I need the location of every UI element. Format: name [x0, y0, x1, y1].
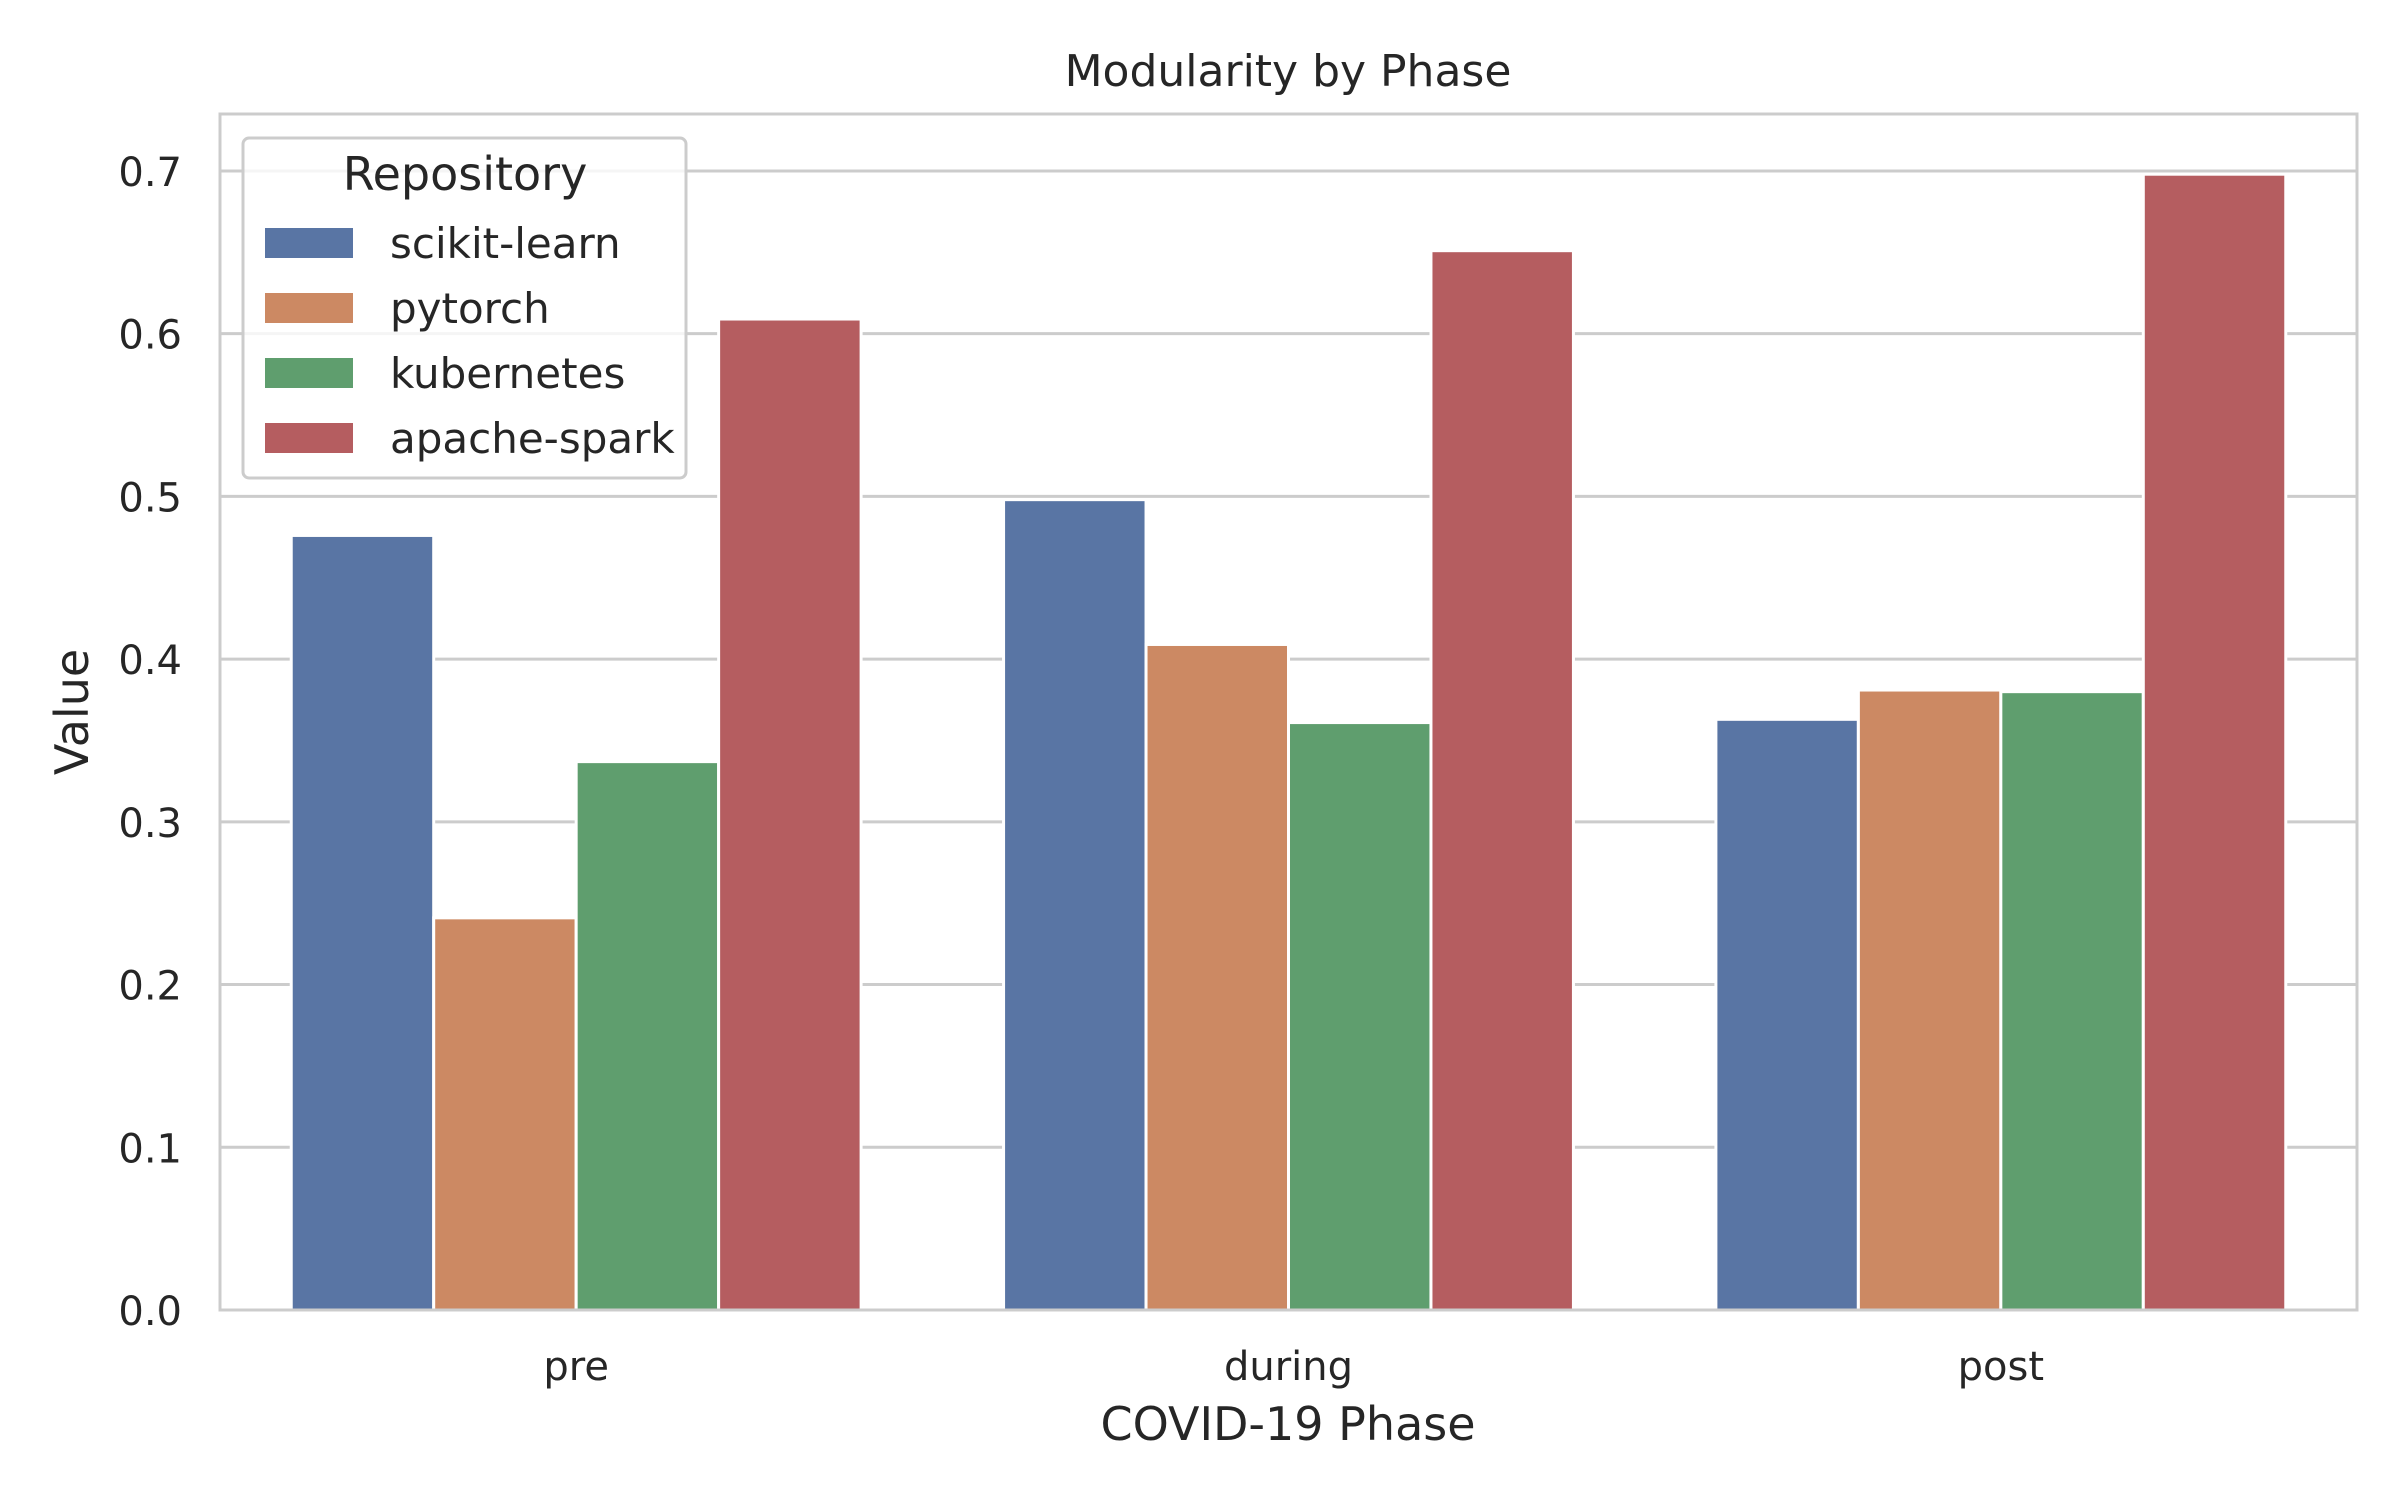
- legend-label: pytorch: [390, 284, 550, 333]
- plot-frame: [218, 112, 2359, 1312]
- bar-apache-spark-post: [2141, 172, 2288, 1312]
- bar-pytorch-pre: [432, 916, 578, 1312]
- x-axis-label: COVID-19 Phase: [1100, 1397, 1475, 1451]
- y-axis-label: Value: [45, 649, 99, 775]
- legend-items: scikit-learn pytorch kubernetes apache-spar…: [265, 219, 675, 463]
- x-tick-label: pre: [543, 1344, 609, 1390]
- y-tick-label: 0.0: [118, 1289, 182, 1335]
- bar-scikit-learn-during: [1002, 498, 1148, 1312]
- legend-swatch-kubernetes: [265, 358, 353, 388]
- bar-scikit-learn-pre: [289, 533, 436, 1312]
- bar-pytorch-post: [1856, 688, 2003, 1312]
- bar-apache-spark-pre: [717, 317, 863, 1312]
- legend-swatch-apache-spark: [265, 423, 353, 453]
- y-tick-label: 0.3: [118, 801, 182, 847]
- legend-label: apache-spark: [390, 414, 675, 463]
- x-tick-label: post: [1958, 1344, 2044, 1390]
- y-tick-label: 0.5: [118, 475, 182, 521]
- legend-title: Repository: [343, 147, 588, 201]
- legend-label: scikit-learn: [390, 219, 621, 268]
- y-tick-label: 0.4: [118, 638, 182, 684]
- y-tick-labels: 0.0 0.1 0.2 0.3 0.4 0.5 0.6 0.7: [118, 150, 182, 1335]
- bar-kubernetes-post: [1999, 690, 2145, 1312]
- legend: Repository scikit-learn pytorch kubernetes…: [241, 136, 688, 480]
- bar-kubernetes-during: [1287, 721, 1433, 1312]
- bar-kubernetes-pre: [574, 760, 721, 1312]
- legend-swatch-scikit-learn: [265, 228, 353, 258]
- chart-title: Modularity by Phase: [1065, 46, 1512, 97]
- x-tick-label: during: [1224, 1344, 1353, 1390]
- bar-scikit-learn-post: [1714, 717, 1860, 1312]
- bar-pytorch-during: [1144, 642, 1290, 1312]
- y-tick-label: 0.6: [118, 313, 182, 359]
- y-tick-label: 0.7: [118, 150, 182, 196]
- legend-box: [241, 136, 688, 480]
- y-tick-label: 0.2: [118, 964, 182, 1010]
- bars: [289, 172, 2288, 1312]
- legend-swatch-pytorch: [265, 293, 353, 323]
- legend-label: kubernetes: [390, 349, 625, 398]
- x-tick-labels: pre during post: [543, 1344, 2044, 1390]
- bar-apache-spark-during: [1429, 249, 1575, 1312]
- y-tick-label: 0.1: [118, 1126, 182, 1172]
